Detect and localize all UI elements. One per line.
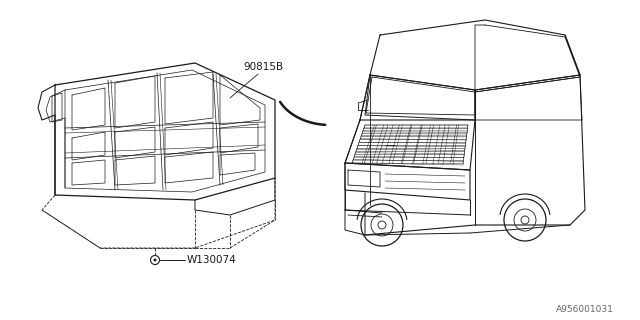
Text: A956001031: A956001031 — [556, 306, 614, 315]
Text: 90815B: 90815B — [243, 62, 283, 72]
Circle shape — [154, 259, 157, 261]
Text: W130074: W130074 — [187, 255, 237, 265]
